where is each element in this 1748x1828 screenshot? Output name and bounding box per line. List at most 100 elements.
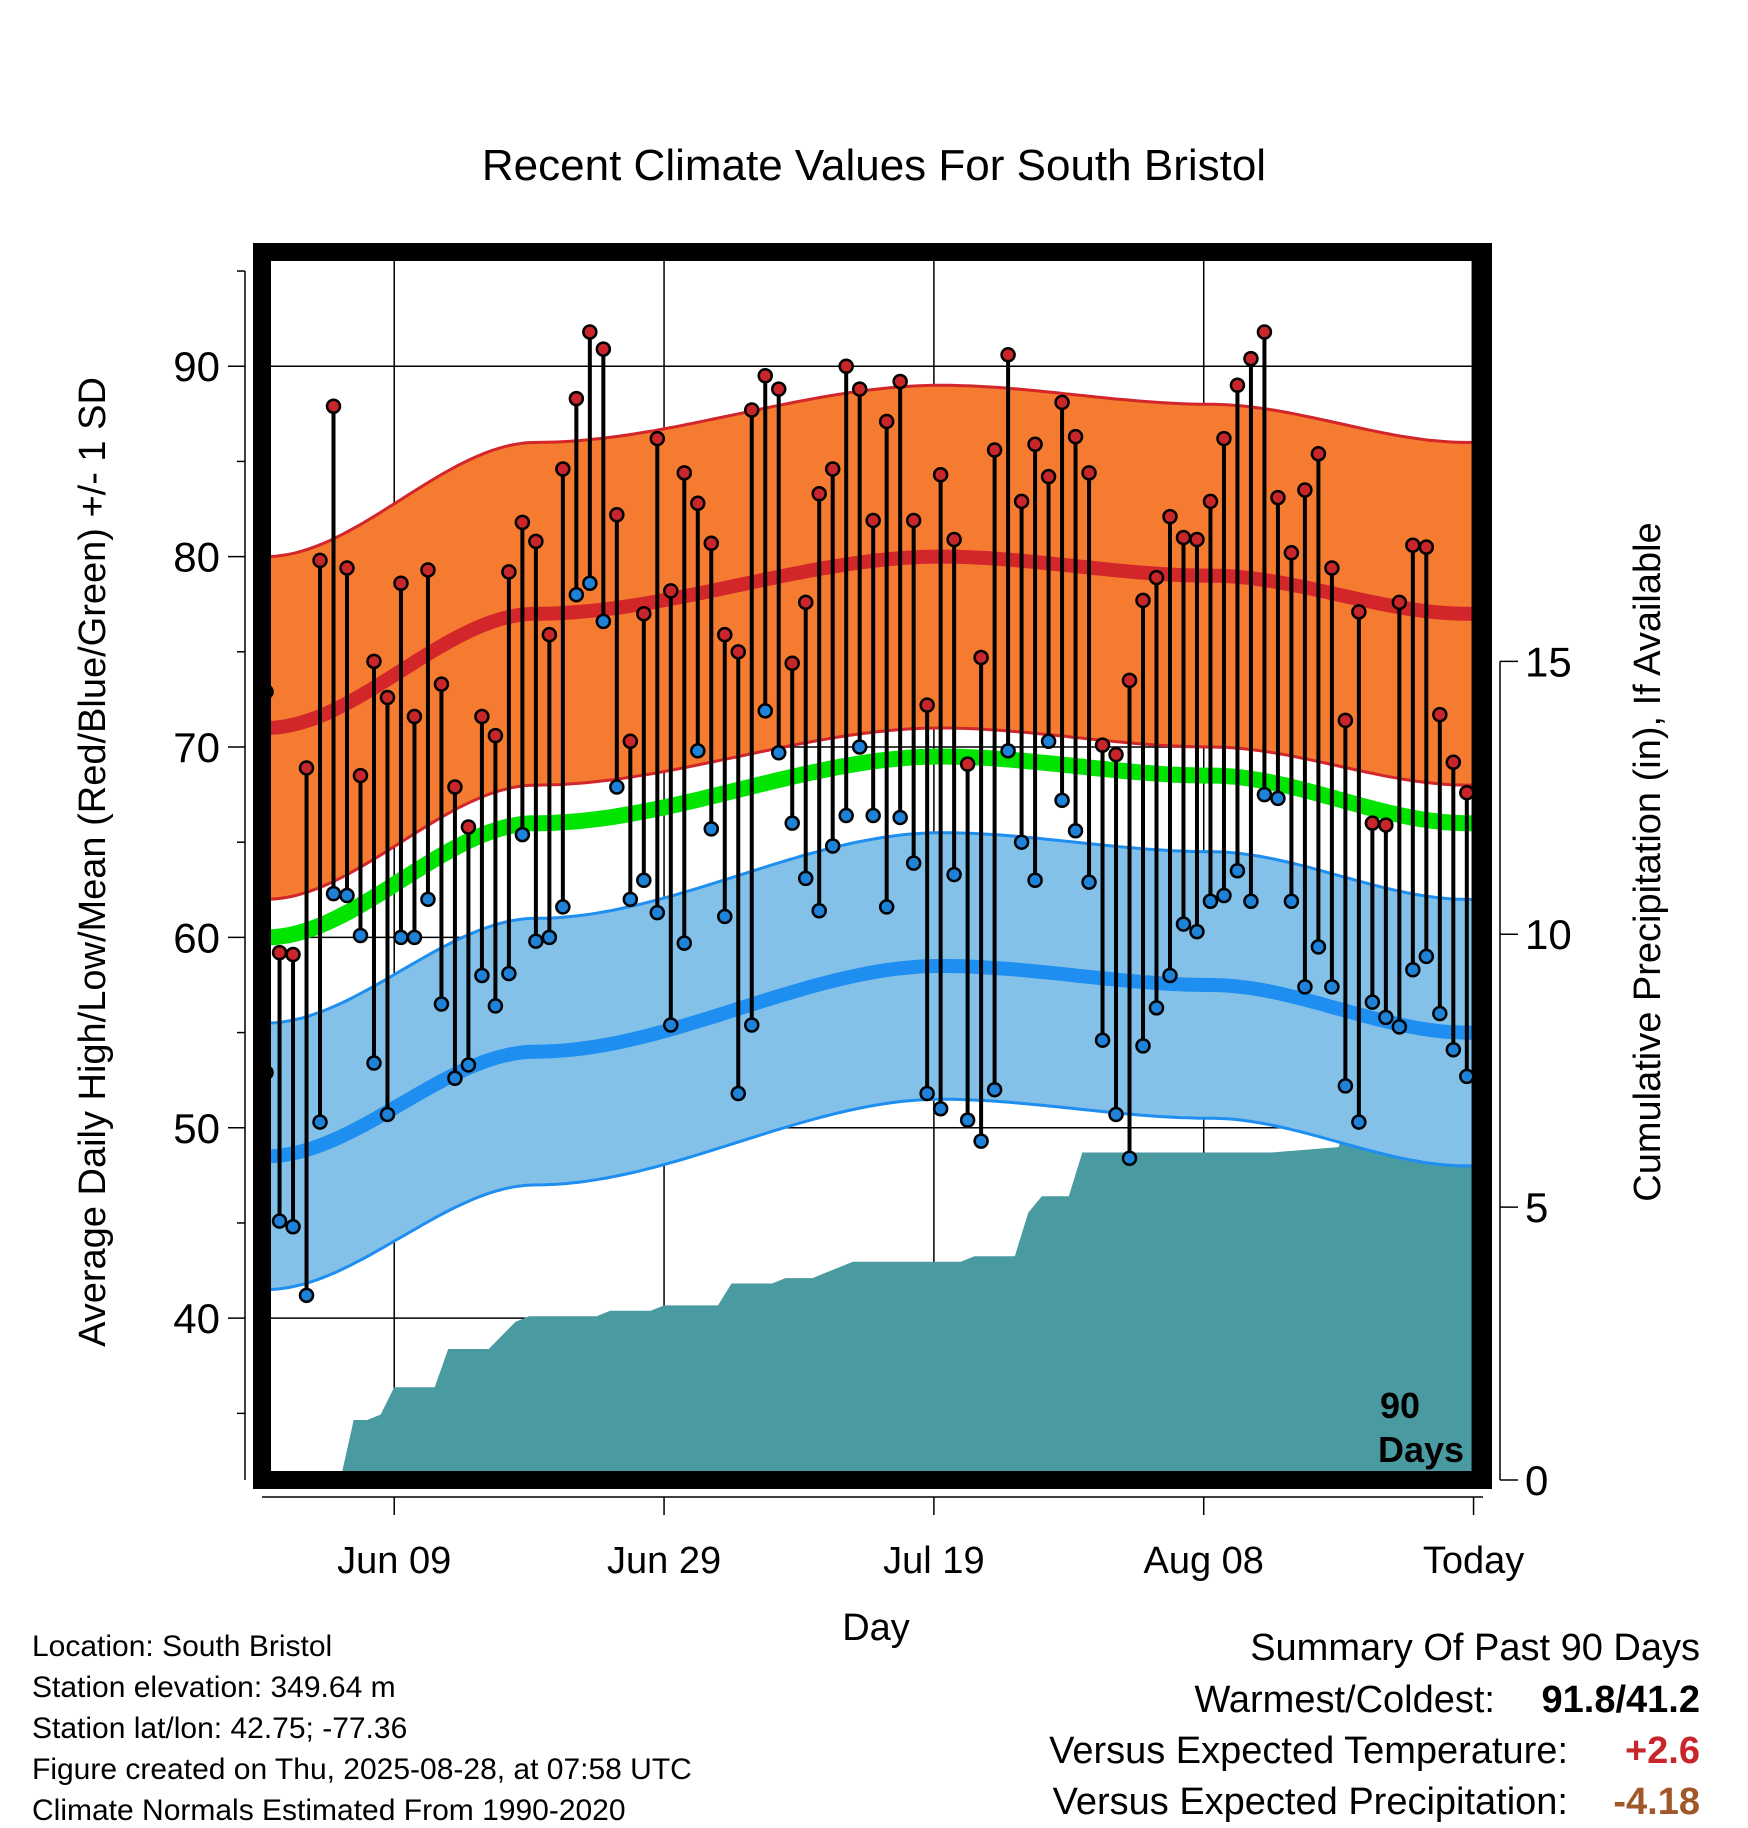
daily-high-point xyxy=(1081,465,1097,481)
daily-high-point xyxy=(690,495,706,512)
daily-low-point xyxy=(474,967,490,984)
daily-low-point xyxy=(717,908,733,925)
daily-high-point xyxy=(1459,784,1475,801)
daily-low-point xyxy=(1081,874,1097,890)
y-tick-label: 70 xyxy=(173,724,220,771)
daily-high-point xyxy=(1148,569,1165,586)
daily-high-point xyxy=(1337,712,1354,729)
daily-low-point xyxy=(271,1213,288,1229)
daily-high-point xyxy=(946,531,962,548)
created-text: Figure created on Thu, 2025-08-28, at 07… xyxy=(32,1753,692,1786)
warm-cold-value: 91.8/41.2 xyxy=(1542,1679,1700,1721)
y2-tick-label: 15 xyxy=(1525,638,1572,685)
x-tick-label: Jun 09 xyxy=(337,1540,451,1582)
daily-high-point xyxy=(339,560,355,576)
daily-low-point xyxy=(1054,792,1070,809)
daily-low-point xyxy=(757,703,773,719)
daily-high-point xyxy=(541,626,558,643)
daily-high-point xyxy=(528,533,544,550)
daily-low-point xyxy=(339,887,355,904)
daily-low-point xyxy=(568,586,585,603)
daily-low-point xyxy=(1013,834,1030,850)
daily-low-point xyxy=(797,870,814,887)
daily-low-point xyxy=(460,1057,477,1073)
daily-high-point xyxy=(636,605,652,622)
location-text: Location: South Bristol xyxy=(32,1630,332,1663)
daily-points xyxy=(262,324,1475,1304)
today-label-line2: Days xyxy=(1378,1429,1464,1470)
daily-high-point xyxy=(447,779,463,795)
summary-panel: Summary Of Past 90 Days Warmest/Coldest:… xyxy=(1049,1627,1700,1823)
daily-high-point xyxy=(811,486,827,502)
low-band-lower-edge xyxy=(262,1097,1483,1292)
daily-low-point xyxy=(1432,1005,1448,1022)
daily-low-point xyxy=(1310,939,1327,955)
daily-high-point xyxy=(959,756,976,772)
daily-high-point xyxy=(797,594,814,611)
daily-high-point xyxy=(824,461,841,477)
daily-low-point xyxy=(609,779,625,795)
daily-low-point xyxy=(905,855,922,871)
daily-low-point xyxy=(838,807,854,824)
daily-low-point xyxy=(1459,1068,1475,1085)
daily-low-point xyxy=(986,1081,1003,1098)
daily-high-point xyxy=(717,626,733,643)
daily-low-point xyxy=(784,815,800,831)
daily-low-point xyxy=(1297,979,1313,995)
daily-high-point xyxy=(1054,394,1070,411)
daily-low-point xyxy=(406,929,423,946)
daily-low-point xyxy=(932,1100,949,1117)
y2-axis-label: Cumulative Precipitation (in), If Availa… xyxy=(1627,522,1669,1201)
daily-high-point xyxy=(1027,436,1043,453)
x-tick-label: Jun 29 xyxy=(607,1540,721,1582)
high-band-upper-edge xyxy=(262,383,1483,559)
daily-low-point xyxy=(312,1114,328,1130)
daily-low-point xyxy=(541,929,558,946)
y-tick-label: 90 xyxy=(173,343,220,390)
daily-low-point xyxy=(636,872,652,889)
daily-high-point xyxy=(420,562,436,578)
daily-high-point xyxy=(393,575,409,592)
daily-high-point xyxy=(878,413,895,430)
daily-low-point xyxy=(285,1219,301,1235)
precip-anomaly-label: Versus Expected Precipitation: xyxy=(1053,1781,1568,1823)
daily-low-point xyxy=(1189,923,1205,940)
daily-high-point xyxy=(1364,815,1381,831)
daily-low-point xyxy=(973,1133,989,1149)
daily-low-point xyxy=(1175,916,1192,932)
low-band-upper-edge xyxy=(262,831,1483,1025)
daily-low-point xyxy=(892,809,908,826)
daily-high-point xyxy=(1405,537,1421,553)
daily-high-point xyxy=(1351,604,1367,620)
daily-high-point xyxy=(865,512,881,529)
daily-low-point xyxy=(946,866,962,883)
station-info: Location: South Bristol Station elevatio… xyxy=(32,1630,692,1827)
plot-frame xyxy=(253,243,1492,1489)
daily-low-point xyxy=(487,998,504,1014)
daily-high-point xyxy=(703,535,720,552)
daily-low-point xyxy=(1351,1114,1367,1130)
y-axis-right: 0 5 10 15 xyxy=(1499,638,1572,1504)
daily-low-point xyxy=(824,838,841,854)
precipitation-area xyxy=(340,1070,1483,1480)
daily-high-point xyxy=(433,676,450,692)
daily-low-point xyxy=(878,899,895,915)
daily-low-point xyxy=(433,996,450,1012)
daily-high-point xyxy=(973,649,989,666)
daily-high-point xyxy=(366,653,382,670)
daily-high-point xyxy=(1391,594,1408,611)
daily-high-point xyxy=(838,358,854,374)
daily-low-point xyxy=(366,1055,382,1071)
daily-low-point xyxy=(1229,863,1246,879)
daily-high-point xyxy=(1013,493,1030,510)
daily-high-point xyxy=(986,442,1003,458)
y-axis-left: 40 50 60 70 80 90 xyxy=(173,270,246,1480)
daily-low-point xyxy=(555,899,571,915)
daily-low-point xyxy=(851,739,868,755)
daily-low-point xyxy=(663,1017,679,1033)
x-axis: Jun 09 Jun 29 Jul 19 Aug 08 Today xyxy=(262,1496,1524,1582)
daily-high-point xyxy=(1324,560,1340,576)
daily-high-point xyxy=(271,944,288,961)
daily-low-point xyxy=(1000,743,1016,759)
